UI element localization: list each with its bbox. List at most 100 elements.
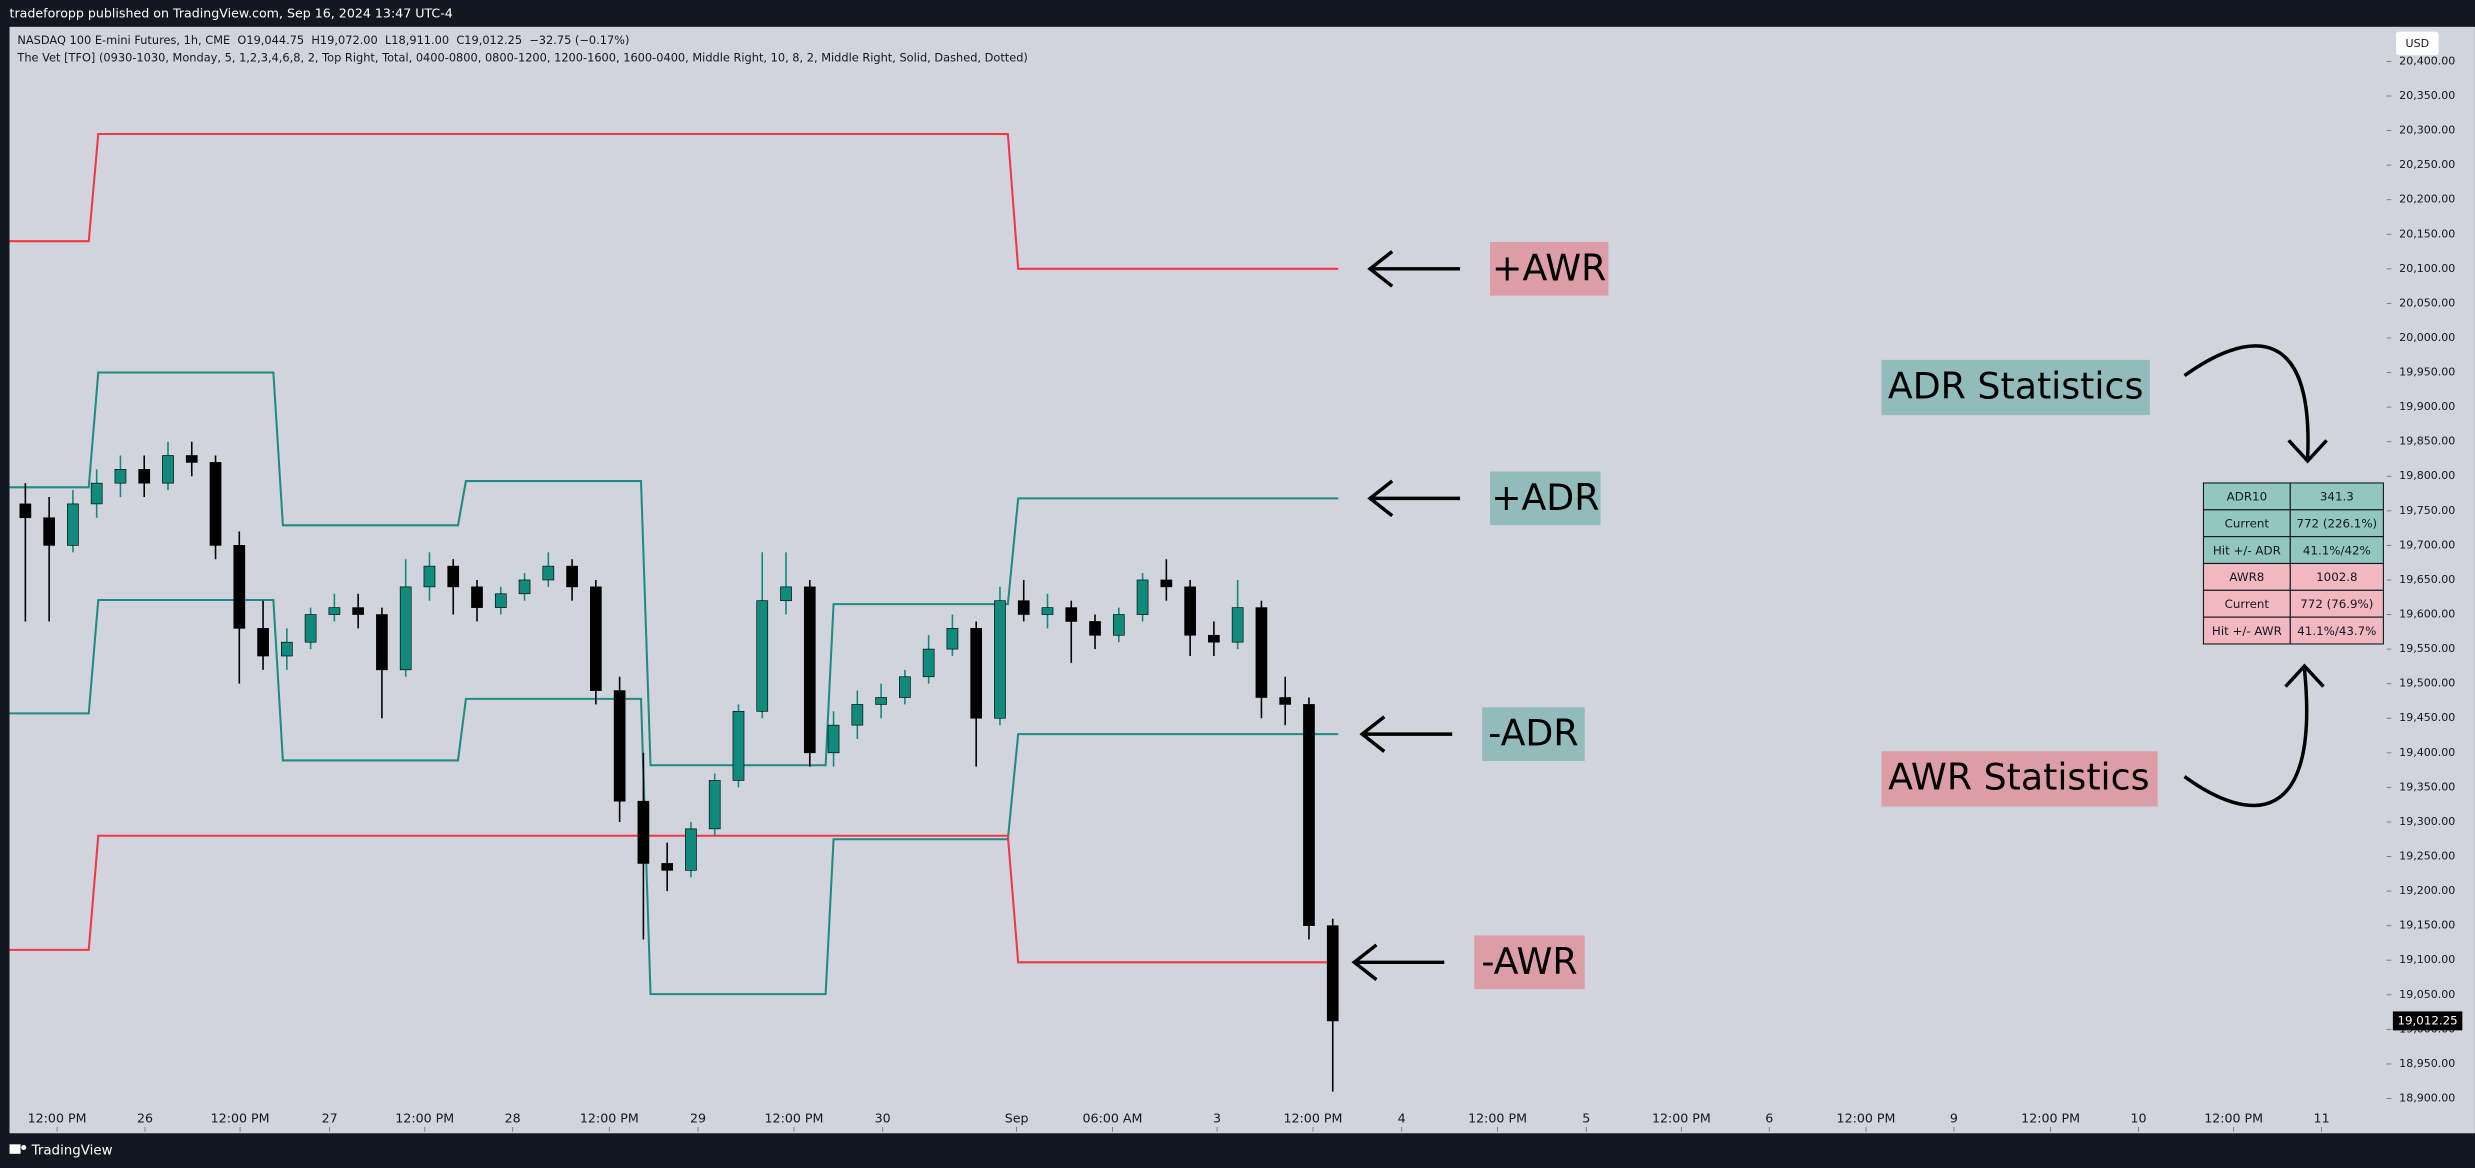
candle-body: [209, 462, 222, 546]
x-tick-label: 4: [1398, 1111, 1406, 1126]
y-tick-label: 20,050.00: [2399, 296, 2455, 309]
candle-body: [114, 469, 127, 484]
x-tick-label: Sep: [1005, 1111, 1029, 1126]
x-tick-label: 12:00 PM: [1468, 1111, 1527, 1126]
level-line: [9, 371, 1339, 767]
y-tick-label: 19,750.00: [2399, 504, 2455, 517]
y-tick-label: 19,500.00: [2399, 677, 2455, 690]
table-cell: [2202, 536, 2291, 565]
x-tick-label: 10: [2131, 1111, 2147, 1126]
candle-body: [1184, 586, 1196, 636]
candle-body: [732, 711, 745, 781]
y-tick-label: 18,900.00: [2399, 1092, 2455, 1105]
candle-body: [90, 482, 103, 505]
table-cell: [2289, 536, 2384, 565]
candle-body: [661, 863, 674, 871]
x-tick-label: 12:00 PM: [1284, 1111, 1343, 1126]
candle-body: [1017, 600, 1030, 615]
x-tick-label: 12:00 PM: [1652, 1111, 1711, 1126]
candle-body: [1065, 607, 1078, 622]
plot: 18,900.0018,950.0019,000.0019,050.0019,1…: [9, 54, 2463, 1132]
candle-body: [708, 780, 721, 830]
table-text: Current: [2225, 597, 2270, 611]
y-tick-label: 19,850.00: [2399, 435, 2455, 448]
y-tick-label: 20,200.00: [2399, 193, 2455, 206]
y-tick-label: 20,150.00: [2399, 227, 2455, 240]
y-tick-label: 20,250.00: [2399, 158, 2455, 171]
candle-body: [281, 641, 293, 657]
level-label-box: [1474, 935, 1585, 990]
y-tick-label: 20,100.00: [2399, 262, 2455, 275]
candle-body: [138, 469, 151, 484]
candle-body: [1136, 579, 1149, 615]
candle-body: [1255, 607, 1268, 698]
candle-body: [352, 607, 364, 615]
level-label-box: [1482, 707, 1585, 761]
candle-body: [304, 614, 317, 643]
x-tick-label: 30: [875, 1111, 891, 1126]
x-tick-label: 29: [690, 1111, 706, 1126]
y-tick-label: 19,950.00: [2399, 366, 2455, 379]
currency[interactable]: USD: [2406, 37, 2430, 50]
candle-body: [447, 565, 460, 588]
candle-body: [494, 593, 507, 608]
table-text: 1002.8: [2316, 570, 2357, 584]
table-text: AWR8: [2229, 570, 2264, 584]
arrow: [1367, 479, 1461, 518]
annotation-box: [1881, 359, 2150, 416]
brand: TradingView: [31, 1144, 113, 1159]
x-tick-label: 9: [1950, 1111, 1958, 1126]
annotation: AWR Statistics: [1888, 756, 2149, 799]
table-text: 341.3: [2320, 490, 2354, 504]
candle-body: [875, 697, 887, 705]
table-cell: [2289, 482, 2384, 511]
candle-body: [566, 565, 578, 588]
candle-body: [922, 648, 935, 678]
arrow: [1351, 943, 1445, 982]
candle-body: [851, 704, 864, 726]
table-cell: [2289, 562, 2384, 591]
candle-body: [685, 828, 697, 871]
candle-body: [43, 517, 55, 546]
currency-button[interactable]: [2396, 31, 2439, 56]
table-cell: [2289, 589, 2384, 618]
candle-body: [162, 455, 174, 484]
table-text: 772 (226.1%): [2297, 517, 2378, 531]
candle-body: [994, 600, 1006, 719]
y-tick-label: 19,900.00: [2399, 400, 2455, 413]
candle-body: [590, 586, 602, 691]
x-tick-label: 12:00 PM: [2204, 1111, 2263, 1126]
curved-arrow: [2183, 663, 2325, 808]
candle-body: [67, 503, 79, 546]
x-tick-label: 5: [1582, 1111, 1590, 1126]
level-label-box: [1490, 471, 1601, 526]
y-tick-label: 19,400.00: [2399, 746, 2455, 759]
x-tick-label: 11: [2314, 1111, 2330, 1126]
y-tick-label: 20,400.00: [2399, 54, 2455, 67]
candle-body: [1208, 634, 1220, 643]
candle-body: [899, 676, 911, 698]
study-line: The Vet [TFO] (0930-1030, Monday, 5, 1,2…: [16, 50, 1027, 64]
candle-body: [1231, 607, 1244, 643]
candle-body: [471, 586, 483, 608]
candle-body: [946, 628, 959, 650]
candle-body: [1303, 704, 1315, 926]
candle-body: [970, 628, 983, 719]
x-tick-label: 12:00 PM: [2021, 1111, 2080, 1126]
x-tick-label: 12:00 PM: [1837, 1111, 1896, 1126]
candle-body: [780, 586, 792, 602]
candle-body: [376, 614, 388, 671]
candle-body: [542, 565, 555, 581]
last-price-tag: [2392, 1011, 2463, 1031]
x-tick-label: 3: [1213, 1111, 1221, 1126]
candle-body: [1279, 697, 1292, 705]
x-tick-label: 12:00 PM: [765, 1111, 824, 1126]
table-cell: [2202, 616, 2291, 645]
candle-body: [1112, 614, 1125, 636]
y-tick-label: 19,600.00: [2399, 608, 2455, 621]
y-tick-label: 19,700.00: [2399, 538, 2455, 551]
candle-body: [1089, 621, 1101, 636]
candle-body: [423, 565, 436, 588]
